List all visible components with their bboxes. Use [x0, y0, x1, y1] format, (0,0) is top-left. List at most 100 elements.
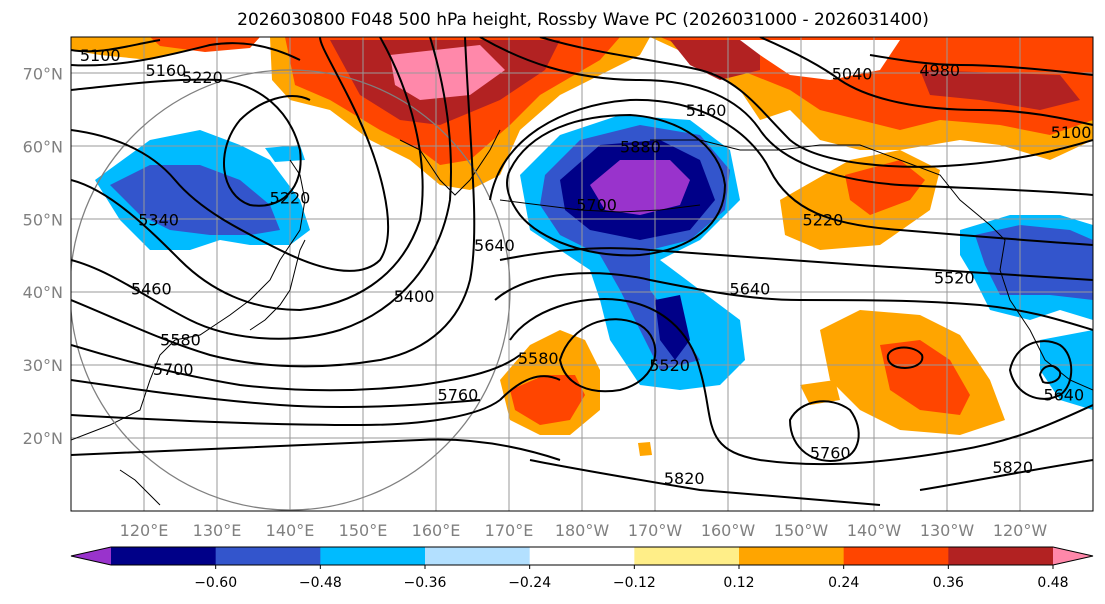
lat-tick-label: 60°N	[23, 137, 63, 156]
lat-tick-label: 50°N	[23, 210, 63, 229]
contour-label: 5340	[138, 210, 179, 229]
contour-line	[1008, 340, 1073, 400]
colorbar-tick-label: 0.12	[723, 575, 754, 591]
contour-line	[558, 318, 657, 393]
contour-line	[1038, 364, 1062, 384]
lon-tick-label: 130°W	[920, 521, 975, 540]
contour-label: 5640	[474, 236, 515, 255]
contour-line	[869, 54, 1093, 76]
colorbar-segment	[320, 547, 426, 565]
lat-tick-label: 70°N	[23, 64, 63, 83]
positive-anomaly-arctic-core2	[920, 70, 1080, 110]
contour-label: 5760	[810, 444, 851, 463]
latitude-labels: 70°N 60°N 50°N 40°N 30°N 20°N	[23, 64, 63, 448]
contour-label: 5220	[270, 188, 311, 207]
colorbar-segment	[111, 547, 217, 565]
lon-tick-label: 140°W	[847, 521, 902, 540]
contour-label: 5460	[131, 280, 172, 299]
contour-labels: 5100516052205220534054605580570054005640…	[80, 46, 1092, 488]
coastline-aleutians	[499, 199, 701, 213]
colorbar-tick-label: 0.48	[1037, 575, 1068, 591]
contour-line	[499, 375, 561, 401]
lon-tick-label: 170°W	[628, 521, 683, 540]
colorbar-tick-label: −0.48	[299, 575, 342, 591]
coastlines	[71, 129, 1093, 506]
contour-line	[71, 37, 424, 312]
contour-label: 5820	[664, 469, 705, 488]
map-frame	[70, 36, 1094, 512]
contour-label: 5520	[649, 356, 690, 375]
negative-anomaly-bering-peak	[590, 160, 690, 215]
lat-tick-label: 20°N	[23, 429, 63, 448]
contour-label: 5580	[160, 331, 201, 350]
contour-line	[71, 42, 301, 67]
contour-label: 4980	[919, 61, 960, 80]
colorbar-segment	[529, 547, 635, 565]
positive-anomaly-arctic-core	[670, 40, 760, 80]
contour-label: 5640	[730, 280, 771, 299]
contour-line	[499, 247, 1093, 281]
negative-anomaly-sw-na	[1040, 330, 1093, 410]
colorbar-segment	[843, 547, 949, 565]
contour-line	[494, 272, 1093, 331]
positive-anomaly-central-pacific-inner	[510, 375, 585, 425]
contour-label: 5220	[803, 210, 844, 229]
positive-anomaly-hawaii-small	[638, 442, 652, 456]
colorbar-extend-low	[71, 547, 111, 565]
contour-label: 5100	[80, 46, 121, 65]
contour-label: 5160	[686, 101, 727, 120]
contour-line	[71, 78, 311, 207]
contour-line	[788, 400, 860, 462]
contour-line	[506, 113, 727, 257]
lon-tick-label: 170°E	[485, 521, 534, 540]
graticule	[71, 37, 1093, 511]
colorbar-segment	[634, 547, 740, 565]
colorbar-segment	[948, 547, 1054, 565]
positive-anomaly-east-pacific-small	[800, 380, 840, 405]
contour-label: 5820	[992, 458, 1033, 477]
lon-tick-label: 150°W	[774, 521, 829, 540]
colorbar-tick-label: −0.60	[194, 575, 237, 591]
negative-anomaly-siberia-small	[265, 145, 305, 162]
contour-label: 5700	[576, 196, 617, 215]
contour-line	[489, 98, 1093, 246]
contour-line	[479, 37, 1093, 196]
lat-tick-label: 30°N	[23, 356, 63, 375]
contour-line	[71, 438, 561, 461]
colorbar-segment	[425, 547, 531, 565]
lon-tick-label: 120°W	[993, 521, 1048, 540]
contour-line	[71, 37, 476, 368]
lon-tick-label: 140°E	[266, 521, 315, 540]
map-panel: 5100516052205220534054605580570054005640…	[70, 36, 1094, 512]
coastline-japan	[249, 239, 306, 331]
contour-line	[71, 379, 481, 409]
contour-label: 5760	[438, 385, 479, 404]
lon-tick-label: 160°E	[412, 521, 461, 540]
height-contours	[71, 37, 1093, 506]
contour-line	[71, 37, 452, 340]
positive-anomaly-gulf-alaska-inner	[845, 160, 925, 215]
colorbar-segment	[739, 547, 845, 565]
contour-label: 5220	[182, 68, 223, 87]
contour-line	[759, 37, 1093, 126]
contour-line	[529, 459, 881, 506]
coastline-alaska	[650, 139, 1093, 391]
chart-title: 2026030800 F048 500 hPa height, Rossby W…	[237, 10, 929, 30]
colorbar-segment	[215, 547, 321, 565]
lat-tick-label: 40°N	[23, 283, 63, 302]
contour-line	[509, 298, 1093, 466]
contour-line	[71, 344, 521, 392]
contour-line	[886, 346, 924, 369]
lon-tick-label: 180°W	[555, 521, 610, 540]
contour-line	[71, 399, 501, 427]
contour-line	[71, 37, 390, 272]
contour-label: 5160	[146, 61, 187, 80]
contour-label: 5040	[832, 64, 873, 83]
contour-line	[919, 459, 1093, 491]
contour-label: 5700	[153, 360, 194, 379]
contour-label: 5400	[394, 287, 435, 306]
contour-label: 5580	[518, 349, 559, 368]
contour-label: 5100	[1051, 123, 1092, 142]
colorbar-tick-label: −0.24	[508, 575, 551, 591]
